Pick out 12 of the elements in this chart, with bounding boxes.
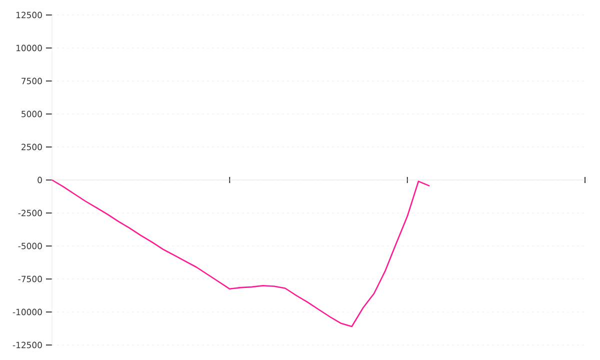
- y-tick-label: -5000: [18, 242, 42, 250]
- y-tick-label: 2500: [22, 144, 42, 150]
- y-tick-label: -7500: [18, 276, 42, 282]
- y-tick-label: -2500: [18, 210, 42, 216]
- y-tick-label: 12500: [16, 12, 42, 18]
- y-tick-label: -12500: [12, 342, 42, 348]
- y-tick-label: 5000: [22, 110, 42, 118]
- y-tick-label: 7500: [22, 78, 42, 84]
- y-tick-label: 10000: [16, 44, 42, 52]
- line-series: [51, 179, 430, 328]
- y-tick-label: -10000: [12, 308, 42, 316]
- y-tick-label: 0: [38, 176, 42, 184]
